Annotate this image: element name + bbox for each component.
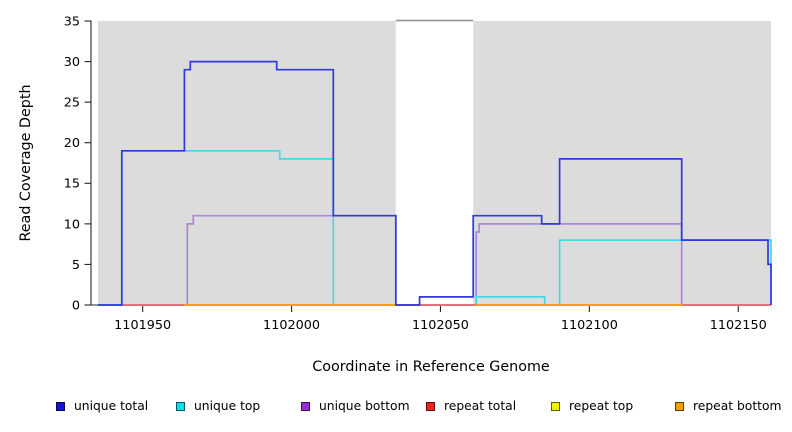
repeat-bottom-swatch-icon: [675, 401, 684, 411]
x-tick-label: 1102150: [710, 318, 767, 333]
masked-region: [98, 21, 396, 306]
legend-item-repeat-total: repeat total: [426, 394, 516, 418]
x-tick-label: 1101950: [114, 318, 171, 333]
y-axis-title: Read Coverage Depth: [18, 84, 34, 241]
y-tick-label: 25: [64, 96, 80, 111]
x-axis-title: Coordinate in Reference Genome: [312, 359, 550, 375]
y-tick-label: 35: [64, 14, 80, 29]
unique-total-swatch-icon: [56, 401, 65, 411]
legend-label: repeat bottom: [693, 399, 782, 413]
legend-label: unique total: [74, 399, 149, 413]
y-tick-label: 0: [72, 298, 80, 313]
series-lines-layer: [98, 60, 772, 306]
legend-item-unique-total: unique total: [56, 394, 148, 418]
legend-label: unique top: [194, 399, 261, 413]
legend-item-repeat-bottom: repeat bottom: [675, 394, 781, 418]
unique-top-swatch-icon: [176, 401, 185, 411]
x-tick-label: 1102100: [561, 318, 618, 333]
unique-bottom-swatch-icon: [301, 401, 310, 411]
x-tick-label: 1102000: [263, 318, 320, 333]
legend-item-unique-top: unique top: [176, 394, 260, 418]
masked-regions-layer: [98, 19, 771, 306]
legend: unique total unique top unique bottom re…: [0, 394, 792, 418]
repeat-total-swatch-icon: [426, 401, 435, 411]
masked-region: [473, 21, 771, 306]
y-tick-label: 15: [64, 177, 80, 192]
repeat-top-swatch-icon: [551, 401, 560, 411]
y-tick-label: 20: [64, 136, 80, 151]
y-tick-label: 30: [64, 55, 80, 70]
legend-label: repeat top: [569, 399, 634, 413]
y-tick-label: 10: [64, 217, 80, 232]
legend-item-unique-bottom: unique bottom: [301, 394, 410, 418]
legend-item-repeat-top: repeat top: [551, 394, 633, 418]
legend-label: repeat total: [444, 399, 517, 413]
legend-label: unique bottom: [319, 399, 410, 413]
y-tick-label: 5: [72, 258, 80, 273]
series-line-unique-total: [98, 60, 772, 306]
x-tick-label: 1102050: [412, 318, 469, 333]
